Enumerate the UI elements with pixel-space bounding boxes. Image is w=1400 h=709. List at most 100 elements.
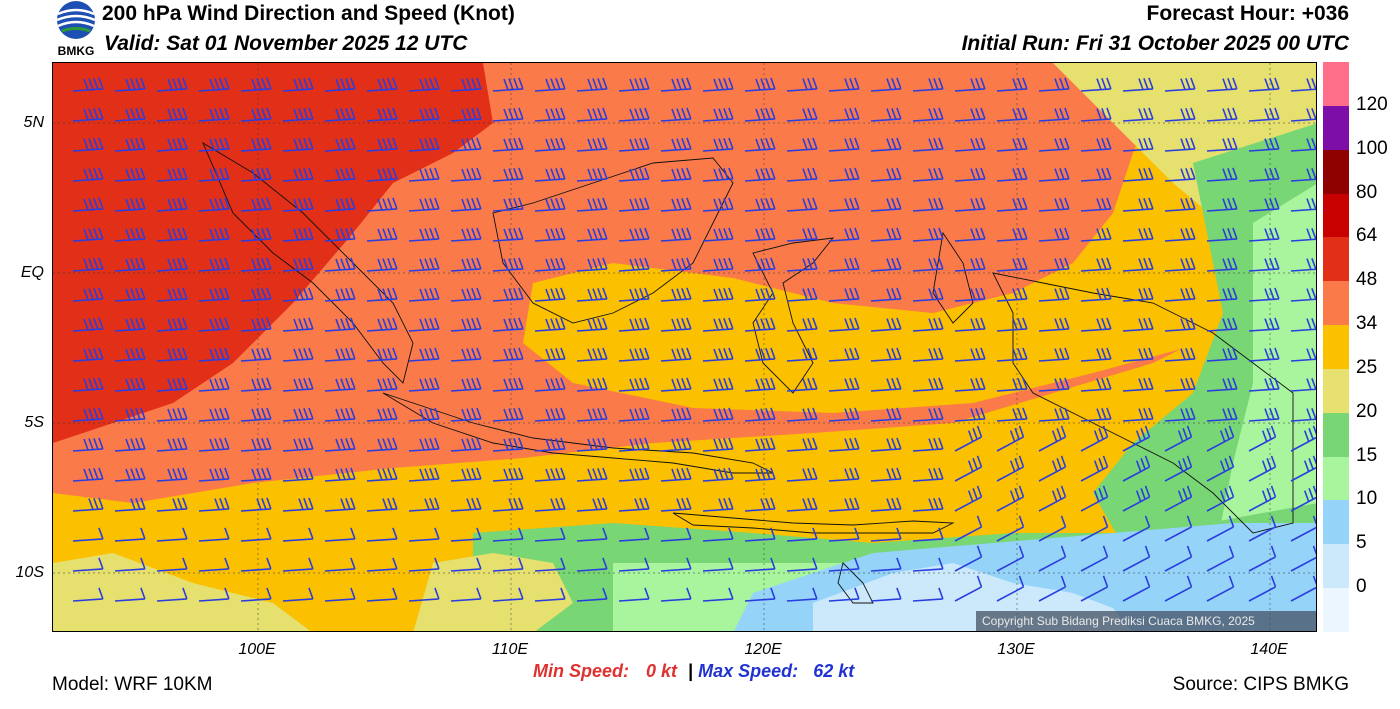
wind-barb [198,557,230,572]
wind-barb [786,587,818,602]
wind-barb [702,437,734,452]
wind-barb [912,287,944,302]
wind-barb [744,467,776,482]
wind-barb [1206,137,1238,152]
wind-barb [744,197,776,212]
wind-barb [408,107,440,122]
wind-barb [660,437,692,452]
wind-barb [156,347,188,362]
wind-barb [156,527,188,542]
wind-barb [744,377,776,392]
colorbar-label: 10 [1356,488,1378,510]
wind-barb [954,545,983,572]
wind-barb [702,377,734,392]
wind-barb [786,167,818,182]
wind-barb [828,197,860,212]
wind-barb [1290,515,1316,542]
wind-barb [828,257,860,272]
wind-barb [72,107,104,122]
colorbar-segment [1323,237,1349,282]
wind-barb [240,287,272,302]
wind-barb [534,497,566,512]
wind-barb [576,317,608,332]
wind-barb [114,227,146,242]
wind-barb [156,287,188,302]
colorbar-label: 80 [1356,181,1378,203]
wind-barb [912,77,944,92]
wind-barb [660,227,692,242]
wind-barb [72,77,104,92]
wind-barb [114,107,146,122]
wind-barb [912,197,944,212]
wind-barb [534,317,566,332]
wind-barb [1248,167,1280,182]
wind-barb [996,455,1025,482]
wind-barb [744,227,776,242]
lon-label-110e: 110E [491,641,529,658]
wind-barb [1248,425,1277,452]
colorbar-segment [1323,193,1349,238]
wind-barb [534,347,566,362]
wind-barb [198,197,230,212]
wind-barb [72,557,104,572]
wind-barb [450,197,482,212]
wind-barb [912,437,944,452]
wind-barb [1080,425,1109,452]
wind-barb [114,77,146,92]
wind-barb [618,77,650,92]
wind-barb [744,107,776,122]
colorbar-label: 25 [1356,356,1378,378]
map-title: 200 hPa Wind Direction and Speed (Knot) [102,2,515,25]
wind-barb [618,167,650,182]
wind-barb [492,497,524,512]
wind-barb [912,587,944,602]
colorbar-label: 5 [1356,532,1367,554]
lat-label-10s: 10S [15,564,44,581]
wind-barb [408,227,440,242]
wind-barb [912,257,944,272]
wind-barb [954,317,986,332]
wind-barb [198,227,230,242]
wind-barb [1290,425,1316,452]
wind-barb [1122,107,1154,122]
wind-barb [534,167,566,182]
wind-barb [198,527,230,542]
wind-barb [408,137,440,152]
wind-barb [534,527,566,542]
wind-barb [534,407,566,422]
wind-barb [954,425,983,452]
wind-map [52,62,1317,632]
wind-barb [786,137,818,152]
wind-barb [1206,287,1238,302]
wind-barb [702,107,734,122]
min-speed-label: Min Speed: [533,661,630,681]
wind-barb [576,407,608,422]
wind-barb [1038,137,1070,152]
wind-barb [660,587,692,602]
wind-barb [1206,455,1235,482]
wind-barb [1248,485,1277,512]
wind-barb [1038,287,1070,302]
wind-barb [660,377,692,392]
wind-barb [156,197,188,212]
wind-barb [366,377,398,392]
wind-barb [660,557,692,572]
wind-barb [450,287,482,302]
speed-colorbar [1323,62,1349,632]
wind-barb [366,107,398,122]
wind-barb [744,437,776,452]
wind-barb [912,107,944,122]
wind-barb [1164,287,1196,302]
wind-barb [366,587,398,602]
wind-barb [1206,485,1235,512]
wind-barb [114,377,146,392]
wind-barb [912,467,944,482]
wind-barb [1038,455,1067,482]
wind-barb [954,257,986,272]
wind-barb [786,227,818,242]
wind-barb [996,197,1028,212]
wind-barb [744,287,776,302]
wind-barb [114,167,146,182]
wind-barb [618,587,650,602]
wind-barb [1164,545,1193,572]
